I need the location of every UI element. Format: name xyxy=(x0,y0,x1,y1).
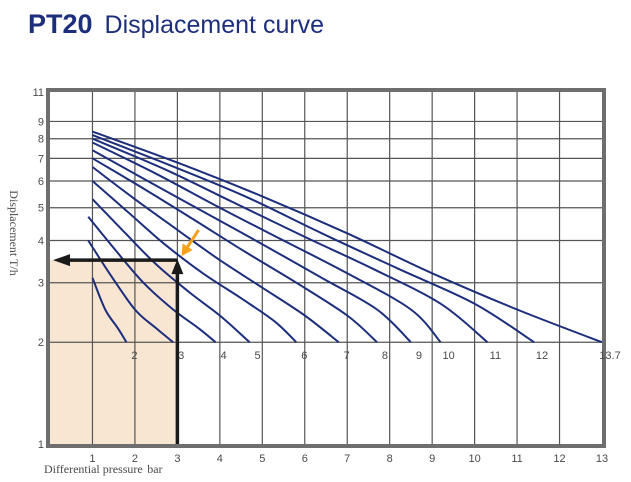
y-axis-ticks: 1 2 3 4 5 6 7 8 9 11 xyxy=(33,87,44,451)
y-tick-label: 6 xyxy=(38,176,44,188)
title-text: Displacement curve xyxy=(105,11,325,39)
x-tick-label: 11 xyxy=(511,453,522,465)
horizontal-arrow-head xyxy=(53,254,70,267)
curve-10 xyxy=(92,141,442,343)
plot-frame xyxy=(46,88,606,448)
curve-6 xyxy=(91,180,297,343)
curve-label: 9 xyxy=(416,350,422,362)
curve-3 xyxy=(87,239,174,343)
x-tick-label: 5 xyxy=(259,453,265,465)
x-tick-label: 12 xyxy=(553,453,565,465)
curve-12 xyxy=(92,134,535,344)
y-tick-label: 7 xyxy=(38,153,44,165)
x-tick-label: 6 xyxy=(302,453,308,465)
y-axis-label: Displacement T/h xyxy=(7,190,21,275)
displacement-curves xyxy=(87,130,603,344)
x-axis-ticks: 1 2 3 4 5 6 7 8 9 10 11 12 13 xyxy=(89,453,608,465)
highlight-arrow-head xyxy=(181,243,193,256)
x-tick-label: 4 xyxy=(217,453,223,465)
x-tick-label: 7 xyxy=(344,453,350,465)
x-tick-label: 13 xyxy=(596,453,608,465)
y-tick-label: 8 xyxy=(38,134,44,146)
reading-arrows xyxy=(53,229,200,444)
curve-label: 8 xyxy=(382,350,388,362)
x-tick-label: 2 xyxy=(132,453,138,465)
chart-title: PT20 Displacement curve xyxy=(28,9,324,39)
curve-label: 12 xyxy=(536,350,548,362)
curve-label: 11 xyxy=(490,350,501,362)
x-tick-label: 8 xyxy=(387,453,393,465)
curve-label: 4 xyxy=(221,350,227,362)
y-tick-label: 9 xyxy=(38,116,44,128)
curve-label: 5 xyxy=(255,350,261,362)
curve-8 xyxy=(91,157,378,343)
y-tick-label: 5 xyxy=(38,203,44,215)
x-tick-label: 3 xyxy=(174,453,180,465)
curve-label: 7 xyxy=(344,350,350,362)
curve-11 xyxy=(92,137,489,343)
y-tick-label: 4 xyxy=(38,235,44,247)
x-tick-label: 9 xyxy=(429,453,435,465)
y-tick-label: 11 xyxy=(33,87,44,99)
curve-labels: 2 3 4 5 6 7 8 9 10 11 12 13.7 xyxy=(131,350,620,362)
curve-9 xyxy=(92,149,412,343)
y-tick-label: 3 xyxy=(38,278,44,290)
title-model: PT20 xyxy=(28,9,93,39)
curve-4 xyxy=(87,216,217,343)
x-tick-label: 10 xyxy=(468,453,480,465)
curve-13.7 xyxy=(92,130,603,344)
curve-2 xyxy=(91,277,128,343)
curve-5 xyxy=(91,198,251,343)
x-axis-label: Differential pressure bar xyxy=(44,460,163,477)
curve-label: 10 xyxy=(443,350,455,362)
curve-label: 3 xyxy=(178,350,184,362)
curve-label: 13.7 xyxy=(599,350,620,362)
highlight-arrow-line xyxy=(186,229,200,248)
grid xyxy=(50,92,602,444)
operating-area-fill xyxy=(50,260,178,444)
y-tick-label: 2 xyxy=(38,337,44,349)
vertical-arrow-head xyxy=(171,259,184,275)
y-tick-label: 1 xyxy=(38,439,44,451)
x-axis-unit: bar xyxy=(147,462,162,476)
x-tick-label: 1 xyxy=(89,453,95,465)
curve-label: 6 xyxy=(301,350,307,362)
curve-7 xyxy=(91,166,340,343)
x-axis-label-text: Differential pressure xyxy=(44,462,143,476)
curve-label: 2 xyxy=(131,350,137,362)
